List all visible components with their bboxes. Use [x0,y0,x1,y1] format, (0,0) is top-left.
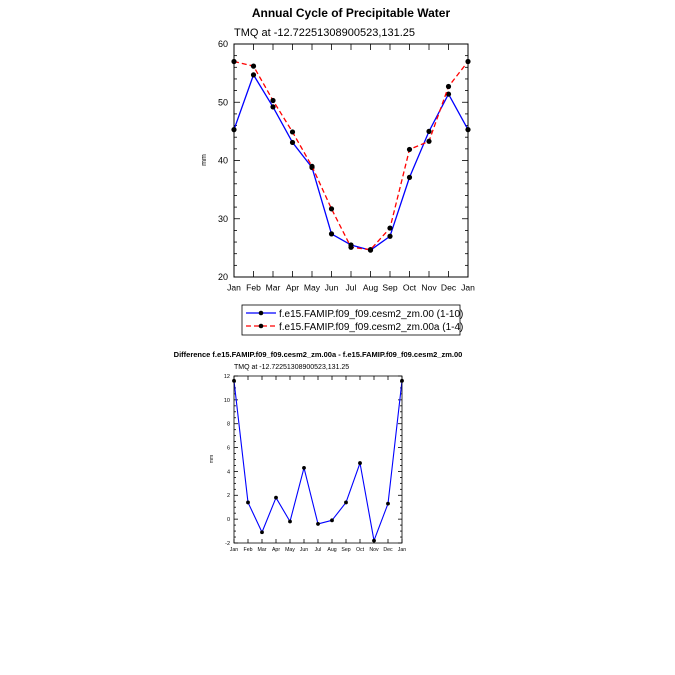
series-2-point [367,247,374,253]
x-tick-label: Apr [286,283,299,293]
plot-frame [233,43,469,278]
x-tick-label: May [304,283,321,293]
x-tick-label: Jan [227,283,241,293]
y-tick-label: 6 [227,445,230,451]
series-2-point [328,206,335,212]
x-tick-label: Dec [441,283,457,293]
y-tick-labels: -2 0 2 4 6 8 10 12 [224,374,230,547]
y-tick-label: 8 [227,422,230,428]
series-1-point [426,128,432,134]
series-2-point [387,225,393,231]
x-tick-label: Aug [327,547,336,553]
series-1-point [387,233,393,239]
series-1-point [445,91,452,97]
y-tick-label: 50 [218,97,228,107]
x-tick-label: Dec [383,547,393,553]
y-tick-label: -2 [225,541,230,547]
series-2-point [348,244,354,250]
legend-label-2: f.e15.FAMIP.f09_f09.cesm2_zm.00a (1-4) [279,322,463,333]
x-tick-label: Jun [325,283,339,293]
y-tick-label: 12 [224,374,230,380]
axis-ticks [233,375,403,544]
y-tick-labels: 20 30 40 50 60 [218,39,228,282]
series-1-point [260,530,264,535]
x-tick-label: Feb [246,283,261,293]
series-line-1 [233,74,469,251]
chart-subtitle: TMQ at -12.72251308900523,131.25 [234,364,349,371]
series-line-1 [233,380,403,542]
legend-box [241,304,461,336]
series-2-point [250,63,257,69]
series-2-point [309,163,315,169]
x-tick-label: Jan [461,283,475,293]
legend-marker-1 [258,310,264,316]
x-tick-label: Mar [258,547,267,553]
series-1-point [274,495,278,500]
x-tick-label: Apr [272,547,280,553]
series-2-point [445,83,452,90]
y-tick-label: 2 [227,493,230,499]
y-tick-label: 30 [218,214,228,224]
x-tick-labels: Jan Feb Mar Apr May Jun Jul Aug Sep Oct Nov Dec Jan [227,283,475,293]
x-tick-label: Jul [346,283,357,293]
series-group [232,378,404,543]
series-1-point [302,465,306,470]
series-1-point [372,538,376,543]
y-tick-label: 10 [224,398,230,404]
chart-subtitle: TMQ at -12.72251308900523,131.25 [234,27,415,39]
series-2-point [406,146,413,153]
plot-frame [233,375,403,544]
series-2-point [289,129,296,135]
y-tick-label: 0 [227,517,230,523]
annual-cycle-chart: Annual Cycle of Precipitable Water TMQ a… [201,6,475,336]
series-1-point [330,518,334,523]
x-tick-label: Jul [315,547,322,553]
x-tick-label: Feb [244,547,253,553]
chart-title: Difference f.e15.FAMIP.f09_f09.cesm2_zm.… [174,350,463,359]
y-tick-label: 20 [218,272,228,282]
legend-marker-2 [258,323,264,329]
series-2-point [426,138,432,144]
x-tick-label: Aug [363,283,378,293]
x-tick-labels: Jan Feb Mar Apr May Jun Jul Aug Sep Oct Nov Dec Jan [230,547,407,553]
series-1-point [250,72,257,78]
x-tick-label: Sep [382,283,397,293]
series-1-point [386,501,390,506]
series-1-point [288,519,292,524]
series-1-point [270,104,276,110]
x-tick-label: Nov [369,547,379,553]
series-line-2 [233,60,469,251]
y-tick-label: 4 [227,469,230,475]
series-1-point [344,500,348,505]
x-tick-label: Jan [230,547,239,553]
x-tick-label: Sep [341,547,350,553]
y-axis-label: mm [201,154,208,166]
x-tick-label: Oct [403,283,417,293]
x-tick-label: Oct [356,547,365,553]
x-tick-label: Jun [300,547,309,553]
chart-title: Annual Cycle of Precipitable Water [252,6,451,20]
series-1-point [316,522,320,526]
legend-label-1: f.e15.FAMIP.f09_f09.cesm2_zm.00 (1-10) [279,309,463,320]
difference-chart: Difference f.e15.FAMIP.f09_f09.cesm2_zm.… [174,350,463,553]
series-1-point [289,139,296,146]
axis-ticks [233,43,469,278]
series-group [231,58,471,253]
y-axis-label: mm [209,455,215,463]
series-1-point [358,461,362,465]
series-1-point [328,231,335,237]
series-1-point [246,500,250,505]
x-tick-label: Nov [421,283,437,293]
y-tick-label: 60 [218,39,228,49]
x-tick-label: Mar [266,283,281,293]
series-2-point [270,97,276,104]
legend: f.e15.FAMIP.f09_f09.cesm2_zm.00 (1-10) f… [241,304,463,336]
x-tick-label: May [285,547,295,553]
series-1-point [406,174,413,180]
x-tick-label: Jan [398,547,407,553]
y-tick-label: 40 [218,156,228,166]
